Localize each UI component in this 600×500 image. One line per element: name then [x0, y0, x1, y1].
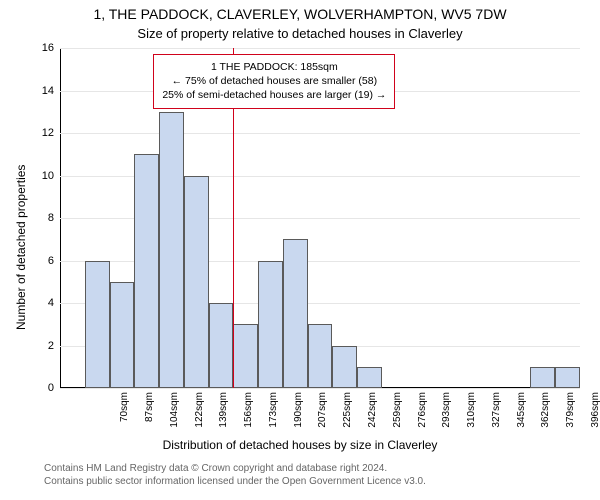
gridline — [60, 133, 580, 134]
x-tick-label: 276sqm — [417, 392, 428, 442]
x-tick-label: 310sqm — [466, 392, 477, 442]
histogram-bar — [209, 303, 234, 388]
y-tick-label: 0 — [48, 382, 54, 394]
x-tick-label: 225sqm — [342, 392, 353, 442]
x-tick-label: 259sqm — [392, 392, 403, 442]
histogram-bar — [283, 239, 308, 388]
histogram-bar — [85, 261, 110, 389]
y-tick-label: 10 — [42, 170, 54, 182]
y-tick-label: 2 — [48, 340, 54, 352]
y-axis-label: Number of detached properties — [14, 165, 28, 330]
y-tick-label: 4 — [48, 297, 54, 309]
histogram-bar — [110, 282, 135, 388]
y-tick-label: 6 — [48, 255, 54, 267]
plot-area: 024681012141670sqm87sqm104sqm122sqm139sq… — [60, 48, 580, 388]
x-tick-label: 207sqm — [317, 392, 328, 442]
y-tick-label: 16 — [42, 42, 54, 54]
x-tick-label: 345sqm — [516, 392, 527, 442]
histogram-bar — [134, 154, 159, 388]
y-tick-label: 12 — [42, 127, 54, 139]
y-tick-label: 8 — [48, 212, 54, 224]
footer-line2: Contains public sector information licen… — [44, 475, 426, 488]
title-line2: Size of property relative to detached ho… — [0, 26, 600, 41]
x-tick-label: 190sqm — [293, 392, 304, 442]
x-tick-label: 122sqm — [194, 392, 205, 442]
annot-line3: 25% of semi-detached houses are larger (… — [162, 88, 386, 102]
x-tick-label: 362sqm — [540, 392, 551, 442]
x-tick-label: 70sqm — [119, 392, 130, 442]
x-tick-label: 173sqm — [268, 392, 279, 442]
footer-line1: Contains HM Land Registry data © Crown c… — [44, 462, 426, 475]
annot-line1: 1 THE PADDOCK: 185sqm — [162, 60, 386, 74]
x-tick-label: 293sqm — [441, 392, 452, 442]
chart-container: 1, THE PADDOCK, CLAVERLEY, WOLVERHAMPTON… — [0, 0, 600, 500]
gridline — [60, 388, 580, 389]
histogram-bar — [184, 176, 209, 389]
gridline — [60, 48, 580, 49]
histogram-bar — [555, 367, 580, 388]
annot-line2: ← 75% of detached houses are smaller (58… — [162, 74, 386, 88]
x-axis-label: Distribution of detached houses by size … — [0, 438, 600, 452]
x-tick-label: 156sqm — [243, 392, 254, 442]
reference-annotation: 1 THE PADDOCK: 185sqm ← 75% of detached … — [153, 54, 395, 109]
histogram-bar — [233, 324, 258, 388]
histogram-bar — [332, 346, 357, 389]
histogram-bar — [258, 261, 283, 389]
y-tick-label: 14 — [42, 85, 54, 97]
x-tick-label: 242sqm — [367, 392, 378, 442]
x-tick-label: 327sqm — [491, 392, 502, 442]
x-tick-label: 396sqm — [590, 392, 600, 442]
histogram-bar — [159, 112, 184, 388]
histogram-bar — [530, 367, 555, 388]
x-tick-label: 104sqm — [169, 392, 180, 442]
x-tick-label: 87sqm — [144, 392, 155, 442]
x-tick-label: 379sqm — [565, 392, 576, 442]
footer-text: Contains HM Land Registry data © Crown c… — [44, 462, 426, 488]
title-line1: 1, THE PADDOCK, CLAVERLEY, WOLVERHAMPTON… — [0, 6, 600, 22]
x-tick-label: 139sqm — [218, 392, 229, 442]
histogram-bar — [357, 367, 382, 388]
histogram-bar — [308, 324, 333, 388]
